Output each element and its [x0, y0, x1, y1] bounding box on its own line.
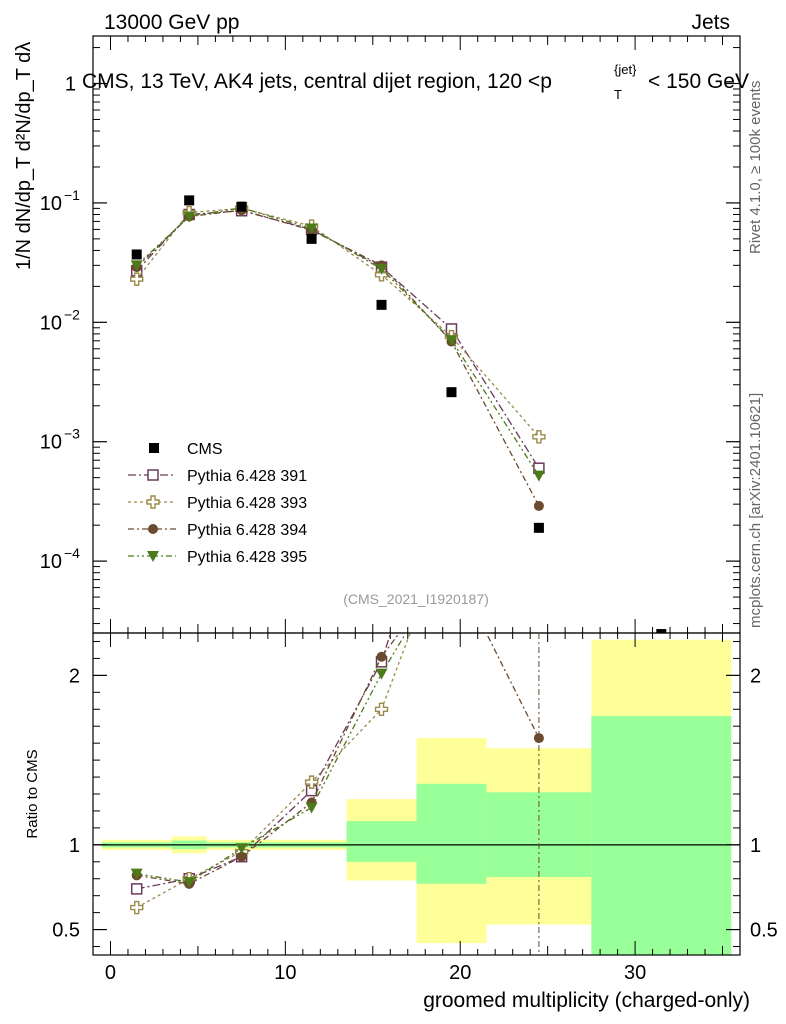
y-tick-base: 10 — [40, 312, 62, 334]
plot-title-sub: T — [614, 87, 622, 102]
series-layer — [130, 195, 667, 633]
ratio-series-layer — [130, 633, 544, 955]
y-tick-base: 10 — [40, 193, 62, 215]
x-tick-label: 20 — [449, 962, 471, 984]
y-tick-base: 1 — [65, 74, 76, 96]
header-category: Jets — [691, 11, 730, 34]
ratio-uncertainty-bands — [93, 639, 740, 955]
y-tick-label: 10 — [40, 551, 62, 573]
ratio-point-p395 — [305, 802, 318, 814]
ratio-point-p393 — [130, 900, 144, 915]
ratio-y-tick-label-right: 2 — [750, 665, 761, 687]
ratio-y-tick-label: 0.5 — [52, 920, 80, 942]
side-label-rivet: Rivet 4.1.0, ≥ 100k events — [747, 81, 764, 254]
main-frame — [92, 35, 741, 634]
y-tick-exponent: −3 — [64, 426, 80, 442]
plot-title-sup: {jet} — [614, 62, 637, 77]
y-axis-label-text: 1/N dN/dp_T d²N/dp_T dλ — [13, 42, 35, 270]
ratio-point-p395 — [130, 868, 143, 880]
y-tick-base: 10 — [40, 432, 62, 454]
band-green-4 — [416, 783, 487, 884]
series-point-p393 — [532, 430, 546, 444]
ratio-y-axis-label: Ratio to CMS — [24, 749, 41, 838]
ratio-point-p395 — [375, 668, 388, 680]
series-line-p395 — [136, 207, 540, 476]
legend-marker-p394 — [148, 524, 158, 534]
y-tick-label: 10 — [40, 312, 62, 334]
x-axis-label: groomed multiplicity (charged-only) — [423, 989, 750, 1012]
series-point-p395 — [375, 263, 388, 275]
ratio-point-p395 — [235, 843, 248, 855]
legend-marker-p391 — [147, 469, 159, 481]
ratio-y-tick-label-right: 1 — [750, 835, 761, 857]
ratio-y-tick-label: 1 — [69, 835, 80, 857]
y-tick-exponent: −2 — [64, 306, 80, 322]
plot-title: CMS, 13 TeV, AK4 jets, central dijet reg… — [82, 70, 552, 93]
legend-label: Pythia 6.428 394 — [187, 522, 307, 539]
cms-data-point — [376, 299, 387, 310]
ratio-point-p394 — [376, 651, 387, 662]
side-label-mcplots: mcplots.cern.ch [arXiv:2401.10621] — [747, 393, 764, 628]
series-line-p393 — [136, 207, 540, 438]
ratio-point-p393 — [304, 775, 319, 789]
series-point-p393 — [130, 272, 144, 286]
series-line-p391 — [136, 210, 540, 469]
legend-label: Pythia 6.428 393 — [187, 495, 307, 512]
ratio-y-tick-label: 2 — [69, 665, 80, 687]
cms-data-point — [306, 233, 317, 244]
ratio-point-p393 — [374, 702, 389, 716]
y-axis-label: 1/N dN/dp_T d²N/dp_T dλ — [13, 42, 35, 270]
ratio-point-p394 — [533, 733, 544, 744]
header-energy: 13000 GeV pp — [104, 11, 239, 34]
y-tick-exponent: −1 — [64, 187, 80, 203]
y-tick-base: 10 — [40, 551, 62, 573]
legend-label: Pythia 6.428 395 — [187, 549, 307, 566]
y-tick-label: 10 — [40, 432, 62, 454]
ratio-point-p391 — [130, 883, 143, 895]
series-point-p394 — [533, 500, 544, 511]
legend-label: Pythia 6.428 391 — [187, 468, 307, 485]
x-tick-label: 30 — [624, 962, 646, 984]
analysis-id: (CMS_2021_I1920187) — [343, 591, 489, 607]
axes: 10 −410 −310 −210 −110 10 20 300.5 0.51 12 2 — [40, 36, 778, 984]
x-tick-label: 10 — [274, 962, 296, 984]
cms-data-point — [131, 249, 142, 260]
plot-title-tail: < 150 GeV — [648, 70, 749, 93]
legend-marker-cms — [149, 443, 159, 453]
ratio-point-p394 — [236, 851, 247, 862]
cms-data-point — [533, 522, 544, 533]
band-green-3 — [346, 821, 417, 862]
x-tick-label: 0 — [105, 962, 116, 984]
cms-data-point — [446, 387, 457, 398]
y-tick-exponent: −4 — [64, 545, 80, 561]
plot-title-main: CMS, 13 TeV, AK4 jets, central dijet reg… — [82, 70, 552, 93]
cms-data-point — [236, 201, 247, 212]
series-point-p395 — [305, 223, 318, 235]
series-point-p395 — [130, 260, 143, 272]
series-point-p395 — [532, 470, 545, 482]
y-tick-label: 10 — [40, 193, 62, 215]
ratio-point-p395 — [183, 877, 196, 889]
cms-data-point — [184, 195, 195, 206]
ratio-y-tick-label-right: 0.5 — [750, 920, 778, 942]
series-line-p394 — [136, 209, 540, 507]
legend-marker-p395 — [147, 551, 159, 562]
cms-data-point — [656, 629, 667, 633]
y-tick-label: 1 — [65, 74, 76, 96]
series-point-p395 — [445, 335, 458, 347]
legend-marker-p393 — [146, 495, 160, 509]
legend-label: CMS — [187, 441, 223, 458]
legend: CMS Pythia 6.428 391 Pythia 6.428 393 Pythi… — [128, 441, 307, 566]
series-point-p395 — [183, 211, 196, 223]
band-green-6 — [591, 716, 732, 955]
